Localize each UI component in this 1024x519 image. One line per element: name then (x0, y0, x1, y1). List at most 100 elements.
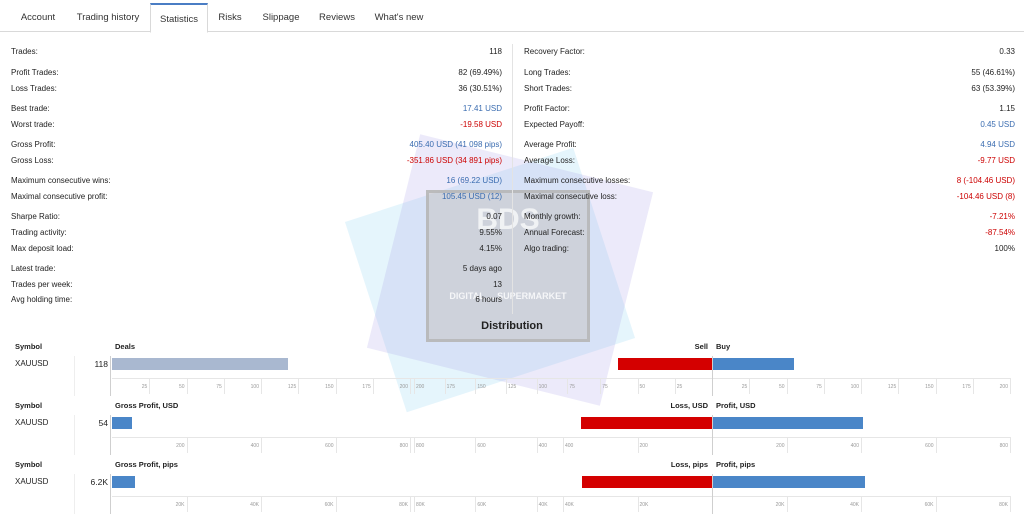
stat-value: -9.77 USD (977, 156, 1015, 165)
tab-account[interactable]: Account (20, 12, 56, 23)
zero-line (712, 356, 713, 396)
tab-slippage[interactable]: Slippage (262, 12, 300, 23)
stat-value: 405.40 USD (41 098 pips) (409, 140, 503, 149)
grid-line (410, 378, 411, 394)
row-separator (110, 415, 111, 455)
zero-line (712, 474, 713, 514)
tick-label: 600 (925, 443, 934, 449)
tick-label: 125 (287, 384, 297, 390)
grid-line (637, 378, 639, 394)
stat-value: -87.54% (985, 228, 1015, 237)
grid-line (861, 496, 862, 512)
grid-line (186, 437, 188, 453)
stat-value: -7.21% (989, 212, 1015, 221)
tick-label: 200 (416, 384, 425, 390)
stat-value: 4.15% (479, 244, 502, 253)
tick-label: 75 (816, 384, 822, 390)
left-value: 118 (94, 359, 108, 369)
grid-line (410, 437, 411, 453)
tick-label: 100 (538, 384, 547, 390)
grid-line (261, 378, 262, 394)
tick-label: 200 (776, 443, 785, 449)
grid-line (563, 496, 564, 512)
stat-value: 16 (69.22 USD) (446, 176, 502, 185)
grid-line (149, 378, 151, 394)
tick-label: 150 (325, 384, 334, 390)
grid-line (410, 496, 411, 512)
left-bar (112, 358, 288, 370)
left-panel-header: Gross Profit, pips (115, 460, 178, 469)
grid-line (444, 378, 446, 394)
stat-right-row: Annual Forecast: -87.54% (524, 226, 1015, 240)
tick-label: 20K (775, 502, 785, 508)
grid-line (637, 496, 639, 512)
stat-label: Average Profit: (524, 140, 577, 149)
grid-line (186, 378, 188, 394)
stat-value: -104.46 USD (8) (956, 192, 1015, 201)
stat-right-row: Monthly growth: -7.21% (524, 210, 1015, 224)
stat-label: Worst trade: (11, 120, 55, 129)
stat-label: Expected Payoff: (524, 120, 585, 129)
symbol-cell: XAUUSD (15, 418, 49, 427)
tick-label: 60K (477, 502, 487, 508)
stat-label: Trades per week: (11, 280, 73, 289)
tick-label: 100 (850, 384, 859, 390)
stat-value: 8 (-104.46 USD) (956, 176, 1015, 185)
tick-label: 400 (565, 443, 574, 449)
tick-label: 175 (962, 384, 971, 390)
stat-left-row: Avg holding time: 6 hours (11, 293, 502, 307)
grid-line (475, 437, 477, 453)
tick-label: 40K (538, 502, 548, 508)
symbol-cell: XAUUSD (15, 359, 49, 368)
tick-label: 600 (477, 443, 486, 449)
right-pos-header: Buy (716, 342, 731, 351)
tab-trading-history[interactable]: Trading history (76, 12, 140, 23)
grid-line (1010, 437, 1011, 453)
stat-value: 100% (994, 244, 1015, 253)
stat-left-row: Best trade: 17.41 USD (11, 102, 502, 116)
tick-label: 20K (639, 502, 649, 508)
stat-label: Sharpe Ratio: (11, 212, 60, 221)
tick-label: 150 (477, 384, 486, 390)
stat-label: Annual Forecast: (524, 228, 585, 237)
stat-left-row: Trading activity: 9.55% (11, 226, 502, 240)
stat-left-row: Profit Trades: 82 (69.49%) (11, 66, 502, 80)
row-separator (74, 474, 75, 514)
stat-value: 118 (489, 47, 502, 56)
tab-statistics[interactable]: Statistics (150, 3, 208, 33)
stat-value: 9.55% (479, 228, 502, 237)
grid-line (1010, 378, 1011, 394)
tick-label: 60K (324, 502, 334, 508)
left-value: 6.2K (90, 477, 109, 487)
symbol-header: Symbol (15, 342, 43, 351)
stat-right-row: Recovery Factor: 0.33 (524, 45, 1015, 59)
stat-label: Avg holding time: (11, 295, 73, 304)
symbol-header: Symbol (15, 401, 43, 410)
grid-line (335, 437, 337, 453)
grid-line (186, 496, 188, 512)
tick-label: 800 (399, 443, 408, 449)
stat-label: Average Loss: (524, 156, 575, 165)
stat-value: 0.07 (486, 212, 502, 221)
tick-label: 25 (141, 384, 148, 390)
tick-label: 50 (178, 384, 185, 390)
stat-label: Maximum consecutive wins: (11, 176, 111, 185)
stat-label: Gross Loss: (11, 156, 54, 165)
tab-risks[interactable]: Risks (218, 12, 242, 23)
profit-bar (712, 417, 863, 429)
right-neg-header: Loss, USD (670, 401, 708, 410)
tick-label: 200 (176, 443, 185, 449)
tab-whats-new[interactable]: What's new (374, 12, 424, 23)
right-neg-header: Sell (694, 342, 708, 351)
left-panel-header: Gross Profit, USD (115, 401, 179, 410)
tick-label: 25 (741, 384, 748, 390)
grid-line (567, 378, 569, 394)
stat-label: Short Trades: (524, 84, 573, 93)
grid-line (674, 378, 676, 394)
grid-line (261, 496, 262, 512)
tab-reviews[interactable]: Reviews (319, 12, 355, 23)
stat-left-row: Trades: 118 (11, 45, 502, 59)
tick-label: 25 (676, 384, 683, 390)
tick-label: 200 (999, 384, 1008, 390)
row-separator (110, 356, 111, 396)
